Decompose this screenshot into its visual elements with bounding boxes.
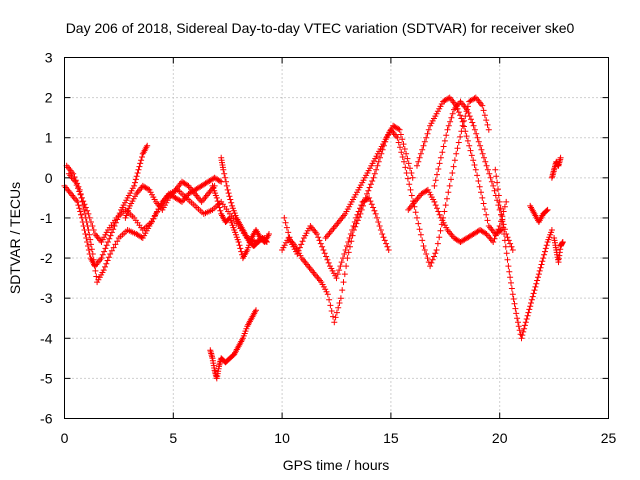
- series-arc1: [61, 142, 151, 270]
- y-axis-label: SDTVAR / TECUs: [7, 182, 23, 294]
- data-marker: [527, 202, 551, 225]
- series-arc10: [322, 94, 492, 270]
- y-tick-label: 0: [45, 170, 53, 186]
- x-axis-label: GPS time / hours: [283, 457, 390, 473]
- y-tick-label: 1: [45, 130, 53, 146]
- series-arc9: [281, 194, 392, 282]
- series-arc7: [207, 307, 259, 382]
- data-marker: [61, 142, 151, 270]
- y-tick-label: -6: [40, 411, 53, 427]
- data-marker: [414, 94, 505, 237]
- y-tick-label: -4: [40, 330, 53, 346]
- series-arc3: [65, 170, 268, 245]
- data-marker: [122, 178, 218, 221]
- data-marker: [492, 166, 555, 342]
- y-tick-label: 3: [45, 50, 53, 66]
- x-tick-label: 0: [61, 430, 69, 446]
- series-arc15: [527, 202, 551, 225]
- data-marker: [207, 307, 259, 382]
- data-marker: [548, 154, 564, 181]
- grid: [64, 57, 609, 419]
- series-arc2: [63, 162, 225, 286]
- data-marker: [209, 182, 272, 262]
- series-arc16: [551, 235, 566, 266]
- chart-title: Day 206 of 2018, Sidereal Day-to-day VTE…: [66, 20, 575, 36]
- series-arc14: [492, 166, 555, 342]
- y-tick-label: -1: [40, 210, 53, 226]
- axis-ticks: 0 5 10 15 20 25 -6 -5 -4 -3 -2 -1 0 1 2 3: [40, 50, 616, 447]
- x-tick-label: 25: [601, 430, 617, 446]
- x-tick-label: 5: [169, 430, 177, 446]
- data-marker: [279, 122, 416, 326]
- data-marker: [218, 154, 270, 249]
- plot-frame: [64, 57, 609, 419]
- y-tick-label: 2: [45, 90, 53, 106]
- y-tick-label: -2: [40, 250, 53, 266]
- series-arc17: [548, 154, 564, 181]
- x-tick-label: 15: [383, 430, 399, 446]
- data-marker: [281, 194, 392, 282]
- data-marker: [322, 94, 492, 270]
- x-tick-label: 20: [492, 430, 508, 446]
- data-marker: [65, 170, 268, 245]
- series-arc4: [122, 178, 218, 221]
- data-marker: [551, 235, 566, 266]
- y-tick-label: -3: [40, 290, 53, 306]
- series-arc6: [218, 154, 270, 249]
- series-arc8: [279, 122, 416, 326]
- data-marker: [63, 162, 225, 286]
- series-arc5: [209, 182, 272, 262]
- y-tick-label: -5: [40, 370, 53, 386]
- x-tick-label: 10: [274, 430, 290, 446]
- series-arc12: [414, 94, 505, 237]
